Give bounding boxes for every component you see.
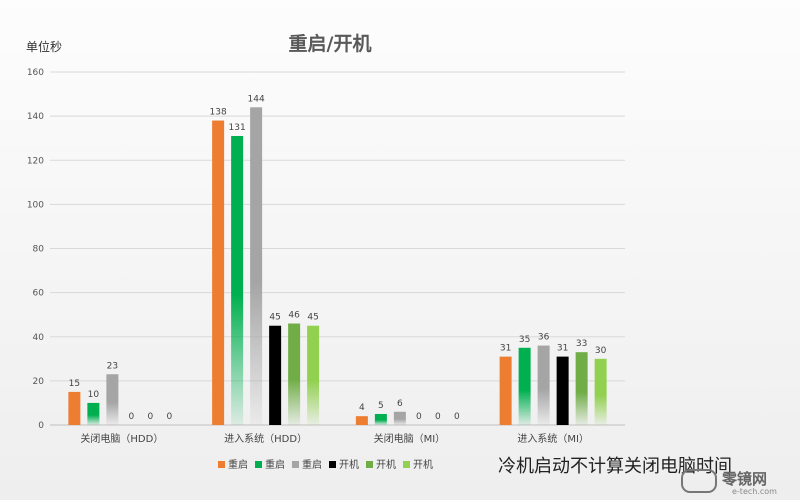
legend-label: 重启 bbox=[265, 458, 285, 471]
data-label: 33 bbox=[576, 339, 587, 349]
bar bbox=[106, 374, 119, 425]
data-label: 45 bbox=[269, 313, 280, 323]
x-category-label: 进入系统（MI） bbox=[517, 432, 589, 445]
data-label: 0 bbox=[148, 412, 154, 422]
x-category-label: 关闭电脑（HDD） bbox=[80, 432, 163, 445]
gridlines bbox=[50, 71, 625, 426]
data-label: 131 bbox=[229, 123, 246, 133]
bar bbox=[250, 107, 263, 426]
bar bbox=[556, 356, 569, 425]
legend-swatch bbox=[329, 461, 336, 468]
y-axis-ticks: 0 20 40 60 80 100 120 140 160 bbox=[27, 68, 44, 431]
data-label: 23 bbox=[107, 361, 118, 371]
bars bbox=[68, 107, 607, 426]
bar bbox=[288, 323, 301, 425]
data-label: 15 bbox=[69, 379, 80, 389]
data-label: 45 bbox=[307, 313, 318, 323]
y-tick-label: 0 bbox=[38, 421, 44, 431]
legend-swatch bbox=[218, 461, 225, 468]
x-category-label: 关闭电脑（MI） bbox=[374, 432, 446, 445]
bar bbox=[594, 358, 607, 425]
bar bbox=[393, 411, 406, 425]
watermark-url: e-tech.com bbox=[732, 487, 777, 496]
y-tick-label: 120 bbox=[27, 156, 44, 166]
data-label: 6 bbox=[397, 399, 403, 409]
data-label: 0 bbox=[416, 412, 422, 422]
bar bbox=[269, 325, 282, 425]
bar bbox=[68, 391, 81, 425]
data-label: 0 bbox=[435, 412, 441, 422]
data-label: 144 bbox=[248, 94, 265, 104]
bar bbox=[87, 402, 100, 425]
annotation-note: 冷机启动不计算关闭电脑时间 bbox=[498, 456, 732, 477]
bar bbox=[231, 135, 244, 425]
data-label: 31 bbox=[500, 344, 511, 354]
legend-label: 开机 bbox=[339, 458, 359, 471]
bar bbox=[212, 120, 225, 425]
data-label: 138 bbox=[210, 108, 227, 118]
y-tick-label: 140 bbox=[27, 112, 44, 122]
data-label: 30 bbox=[595, 346, 607, 356]
data-label: 5 bbox=[378, 401, 384, 411]
legend-swatch bbox=[403, 461, 410, 468]
data-label: 46 bbox=[288, 311, 300, 321]
y-tick-label: 160 bbox=[27, 68, 44, 78]
legend-swatch bbox=[366, 461, 373, 468]
chart-title: 重启/开机 bbox=[289, 32, 372, 55]
watermark-name: 零镜网 bbox=[721, 470, 767, 488]
bar bbox=[537, 345, 550, 425]
data-label: 36 bbox=[538, 333, 550, 343]
bar bbox=[518, 347, 531, 425]
data-label: 10 bbox=[88, 390, 100, 400]
data-label: 0 bbox=[454, 412, 460, 422]
data-label: 4 bbox=[359, 403, 365, 413]
data-label: 35 bbox=[519, 335, 530, 345]
y-tick-label: 60 bbox=[33, 289, 45, 299]
y-tick-label: 80 bbox=[33, 245, 45, 255]
y-tick-label: 20 bbox=[33, 377, 45, 387]
data-label: 0 bbox=[129, 412, 135, 422]
bar bbox=[374, 413, 387, 425]
x-axis-labels: 关闭电脑（HDD） 进入系统（HDD） 关闭电脑（MI） 进入系统（MI） bbox=[80, 432, 589, 445]
legend-label: 开机 bbox=[376, 458, 396, 471]
legend-label: 重启 bbox=[228, 458, 248, 471]
bar bbox=[355, 416, 368, 425]
watermark: 零镜网 e-tech.com bbox=[681, 469, 777, 496]
bar bbox=[499, 356, 512, 425]
legend-swatch bbox=[255, 461, 262, 468]
watermark-logo-icon bbox=[681, 469, 717, 493]
legend-label: 重启 bbox=[302, 458, 322, 471]
legend-label: 开机 bbox=[413, 458, 433, 471]
y-tick-label: 100 bbox=[27, 200, 44, 210]
bar bbox=[307, 325, 320, 425]
y-axis-label: 单位秒 bbox=[26, 39, 62, 54]
x-category-label: 进入系统（HDD） bbox=[224, 432, 307, 445]
data-label: 0 bbox=[167, 412, 173, 422]
y-tick-label: 40 bbox=[33, 333, 45, 343]
data-label: 31 bbox=[557, 344, 568, 354]
legend: 重启 重启 重启 开机 开机 开机 bbox=[218, 458, 433, 471]
legend-swatch bbox=[292, 461, 299, 468]
bar bbox=[575, 352, 588, 425]
